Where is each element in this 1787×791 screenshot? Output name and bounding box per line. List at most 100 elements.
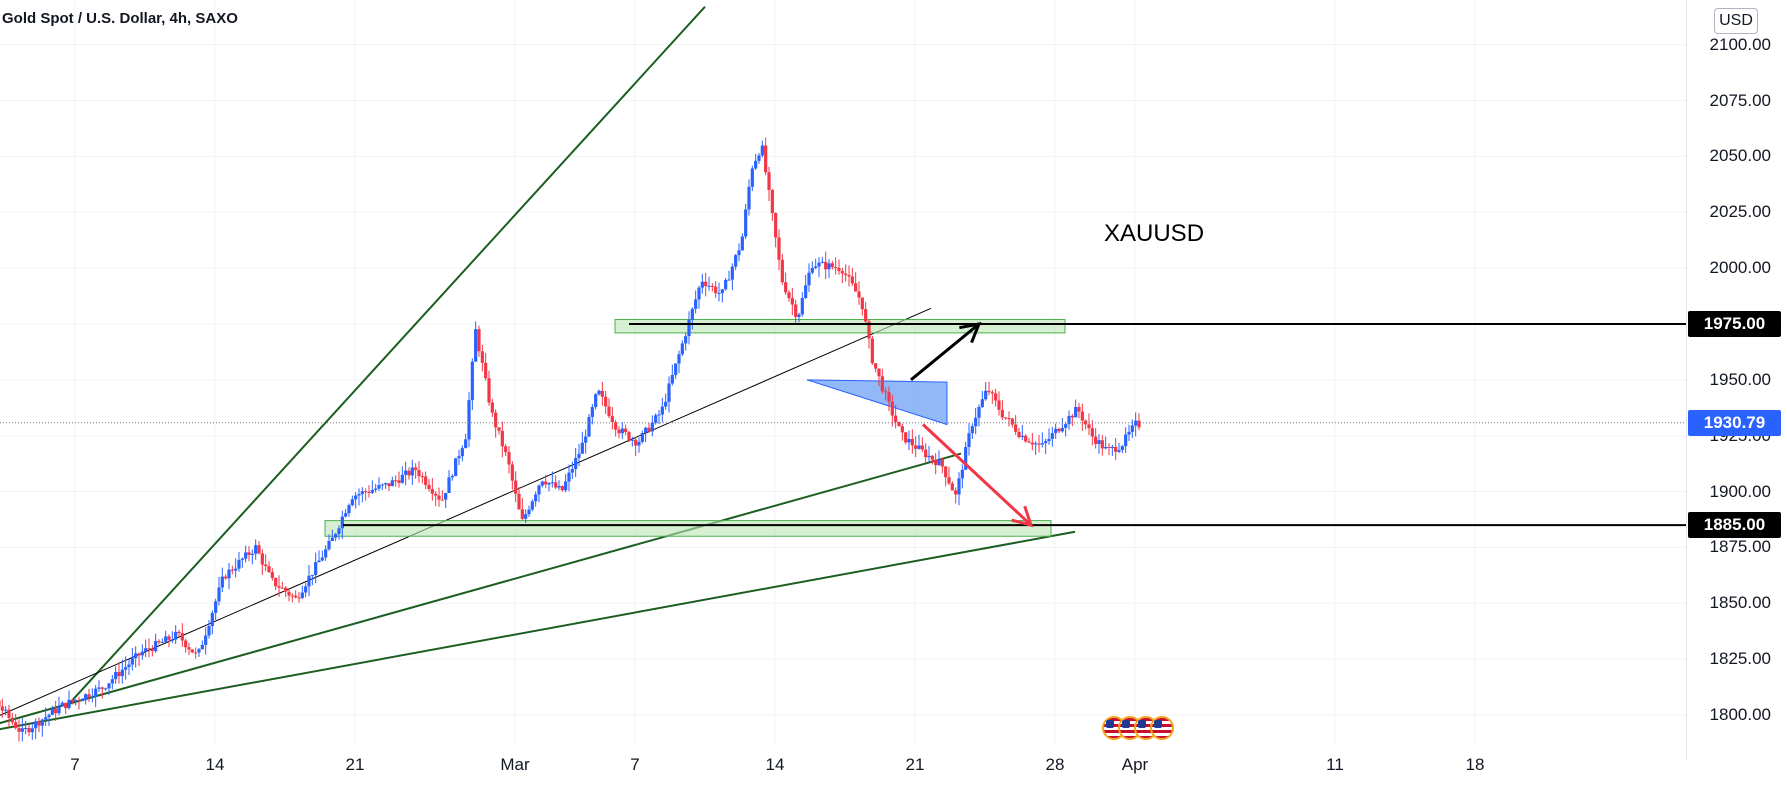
candle-body [247,552,251,555]
candle-body [887,392,891,402]
candle-body [657,414,661,416]
candle-body [624,428,628,433]
candle-body [374,488,378,490]
time-tick-label: Apr [1121,755,1149,774]
candle-body [1030,442,1034,445]
candle-body [527,509,531,515]
candle-body [477,329,481,352]
candle-body [747,186,751,210]
candle-body [520,509,524,519]
candle-body [417,469,421,477]
candle-body [17,728,21,732]
candle-body [57,706,61,714]
candle-body [1117,450,1121,452]
candle-body [810,267,814,273]
candle-body [1017,431,1021,438]
candle-body [344,513,348,517]
candle-body [310,574,314,576]
time-tick-label: 18 [1465,755,1485,774]
candle-body [830,263,834,268]
candle-body [847,275,851,277]
candle-body [270,572,274,578]
candle-body [684,336,688,344]
candle-body [730,266,734,280]
candle-body [184,640,188,648]
candle-body [230,569,234,571]
candle-body [727,279,731,281]
candle-body [850,276,854,284]
level-price-label: 1975.00 [1688,310,1781,337]
price-tick-label: 1825.00 [1709,649,1771,669]
zone-rect [324,520,1052,537]
candle-body [1094,436,1098,444]
candle-body [787,292,791,299]
candle-body [154,641,158,652]
candle-body [324,549,328,558]
candle-body [317,560,321,563]
candle-body [757,155,761,161]
currency-button[interactable]: USD [1714,8,1758,34]
candle-body [397,480,401,483]
candle-body [720,289,724,294]
candle-body [660,406,664,415]
candle-body [590,407,594,417]
candle-body [100,687,104,689]
candle-body [874,363,878,369]
candle-body [1134,420,1138,426]
candle-body [164,636,168,642]
candle-body [894,415,898,422]
candle-body [160,641,164,643]
candle-body [460,448,464,457]
candle-body [304,586,308,593]
candle-body [444,492,448,500]
candle-body [610,416,614,423]
candle-body [174,631,178,640]
price-tick-label: 2050.00 [1709,146,1771,166]
candle-body [564,481,568,491]
candle-body [900,426,904,433]
candle-body [770,190,774,214]
candle-body [197,649,201,653]
candle-body [967,433,971,448]
candle-body [437,495,441,500]
candle-body [474,329,478,362]
candle-body [384,483,388,485]
candle-body [1020,435,1024,438]
candle-body [694,299,698,309]
candle-body [0,700,1,707]
candle-body [734,255,738,267]
candle-body [600,390,604,397]
candle-body [517,493,521,510]
candle-body [177,631,181,634]
candle-body [407,470,411,476]
candle-body [1100,440,1104,449]
candle-body [494,412,498,428]
economic-events[interactable] [1102,716,1174,742]
candle-body [114,672,118,680]
candle-body [320,557,324,561]
candle-body [1130,425,1134,432]
trend-line [0,530,1076,731]
candle-body [510,464,514,481]
candle-body [614,422,618,430]
candle-body [250,553,254,555]
candle-body [404,470,408,475]
us-flag-icon[interactable] [1150,716,1174,740]
candle-body [434,493,438,496]
candle-body [7,709,11,718]
candle-body [77,699,81,701]
candle-body [117,672,121,677]
candle-body [670,374,674,384]
candle-body [570,469,574,473]
candle-body [667,383,671,402]
candle-body [1077,406,1081,412]
candle-body [784,282,788,293]
candle-body [537,485,541,495]
candle-body [0,706,4,711]
price-tick-label: 2025.00 [1709,202,1771,222]
candle-body [654,415,658,423]
time-tick-label: 11 [1326,755,1344,774]
candle-body [914,445,918,449]
candle-body [990,392,994,394]
